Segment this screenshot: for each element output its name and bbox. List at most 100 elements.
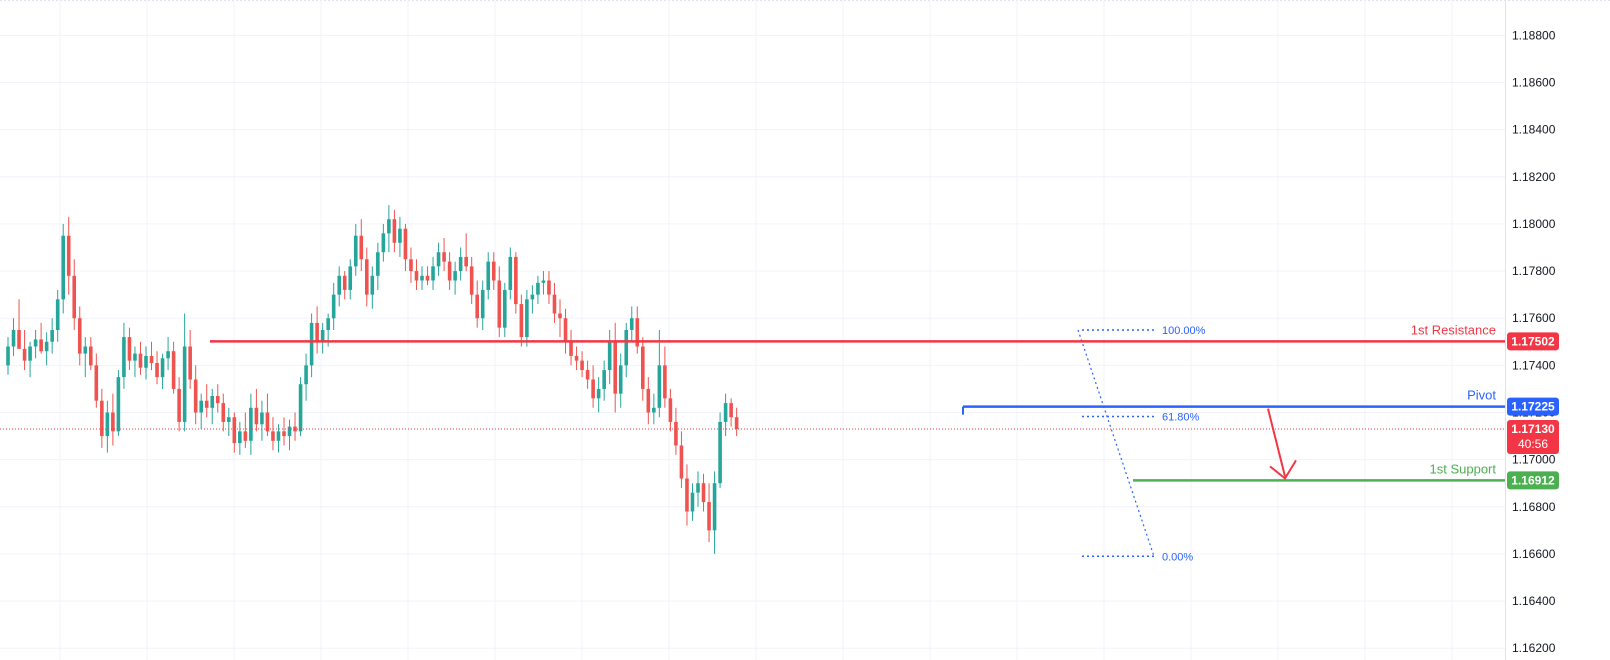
candle-body — [144, 355, 148, 368]
fib-label-low: 0.00% — [1162, 551, 1193, 563]
resistance-label: 1st Resistance — [1411, 322, 1496, 337]
candle-body — [61, 235, 65, 300]
candle-body — [453, 271, 457, 281]
y-tick-label: 1.18400 — [1512, 123, 1556, 137]
candle-body — [287, 426, 292, 437]
candle-body — [552, 294, 557, 314]
candle-body — [464, 256, 468, 267]
candle-body — [629, 318, 634, 330]
candle-body — [668, 398, 673, 422]
candle-body — [320, 330, 325, 342]
candle-body — [149, 355, 154, 363]
candle-body — [679, 445, 684, 479]
candle-body — [232, 417, 237, 444]
candle-body — [514, 256, 518, 305]
candle-body — [17, 330, 21, 349]
resistance-price-tag — [1507, 332, 1559, 351]
bar-countdown: 40:56 — [1518, 437, 1548, 451]
candle-body — [624, 330, 629, 366]
candle-body — [133, 353, 137, 361]
fib-label-high: 100.00% — [1162, 325, 1206, 337]
candle-body — [39, 339, 43, 352]
candle-body — [359, 235, 364, 260]
arrow-shaft — [1267, 408, 1286, 477]
fib-label-mid: 61.80% — [1162, 411, 1200, 423]
candle-body — [530, 294, 535, 300]
candle-body — [525, 299, 529, 338]
candle-body — [574, 355, 579, 361]
candle-body — [210, 396, 215, 408]
candle-body — [591, 379, 595, 399]
candle-body — [199, 400, 203, 413]
grid — [0, 0, 1505, 660]
y-tick-label: 1.16200 — [1512, 641, 1556, 655]
candle-body — [602, 370, 606, 389]
candle-body — [309, 322, 314, 366]
candle-body — [188, 346, 192, 380]
y-tick-label: 1.18200 — [1512, 170, 1556, 184]
candle-body — [409, 259, 413, 272]
candle-body — [66, 235, 71, 276]
candle-body — [293, 426, 297, 432]
candle-body — [563, 318, 568, 342]
candle-body — [127, 337, 132, 361]
candle-body — [541, 280, 546, 283]
candle-body — [696, 483, 700, 493]
fibonacci-retracement[interactable]: 100.00% 61.80% 0.00% — [1077, 325, 1206, 563]
candle-body — [469, 266, 474, 295]
candle-body — [475, 294, 479, 319]
candle-body — [734, 417, 739, 429]
candle-body — [657, 365, 662, 408]
candle-body — [607, 341, 612, 371]
y-tick-label: 1.18000 — [1512, 217, 1556, 231]
candle-body — [50, 330, 54, 342]
candle-body — [282, 431, 286, 437]
candle-body — [77, 318, 82, 354]
pivot-price-tag — [1507, 397, 1559, 416]
candle-body — [707, 502, 711, 531]
candle-body — [596, 388, 601, 399]
candle-body — [618, 365, 623, 394]
candle-body — [254, 407, 259, 425]
candle-body — [315, 322, 319, 342]
candle-body — [663, 365, 667, 399]
arrow-head — [1269, 459, 1297, 480]
y-tick-label: 1.17800 — [1512, 264, 1556, 278]
candle-body — [420, 275, 424, 281]
candle-body — [712, 483, 717, 531]
candle-body — [641, 346, 645, 389]
candle-body — [238, 431, 242, 444]
candle-body — [11, 330, 16, 347]
candle-body — [387, 219, 391, 234]
y-tick-label: 1.18800 — [1512, 28, 1556, 42]
candle-body — [193, 379, 198, 413]
y-tick-label: 1.17400 — [1512, 358, 1556, 372]
candle-body — [271, 431, 275, 441]
candle-body — [701, 483, 706, 503]
candle-body — [33, 339, 38, 347]
resistance-price-text: 1.17502 — [1511, 334, 1555, 348]
candle-body — [392, 219, 397, 243]
candle-body — [381, 233, 386, 253]
candle-body — [331, 294, 336, 319]
candle-body — [221, 403, 226, 422]
candle-body — [326, 318, 330, 330]
candle-body — [635, 318, 640, 347]
candle-body — [28, 346, 32, 361]
candle-body — [370, 275, 375, 295]
candle-body — [536, 282, 540, 295]
levels[interactable]: 1st Resistance Pivot 1st Support — [210, 322, 1505, 482]
candle-body — [519, 304, 524, 338]
current-price-tag — [1507, 420, 1559, 454]
candle-body — [365, 259, 369, 295]
candle-body — [723, 403, 728, 422]
pivot-price-text: 1.17225 — [1511, 400, 1555, 414]
candle-body — [342, 275, 347, 290]
candle-body — [585, 370, 590, 380]
candles — [6, 205, 739, 554]
candle-body — [243, 431, 248, 441]
candle-body — [486, 261, 491, 290]
down-arrow — [1267, 408, 1297, 480]
candle-body — [204, 400, 209, 408]
